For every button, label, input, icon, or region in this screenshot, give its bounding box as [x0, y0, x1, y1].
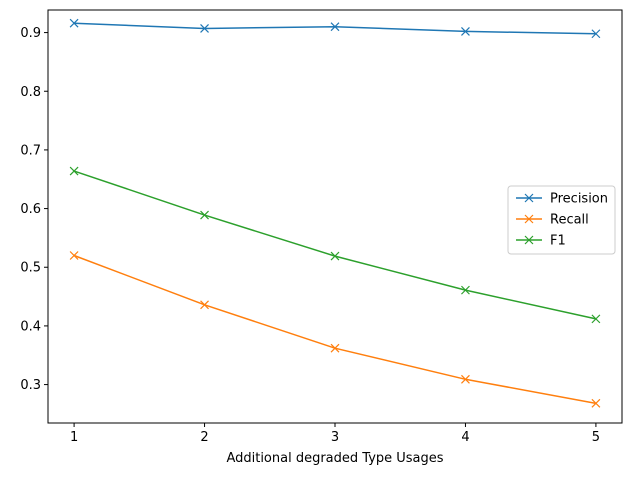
data-point-recall [591, 398, 601, 408]
legend-marker [524, 214, 534, 224]
x-axis: 1 2 3 4 5 [70, 423, 600, 445]
data-point-recall [69, 251, 79, 260]
series-line-recall [73, 254, 597, 405]
x-tick-label: 2 [200, 430, 208, 445]
legend: Precision Recall F1 [507, 185, 616, 255]
y-tick-label: 0.5 [20, 261, 41, 276]
data-point-f1 [591, 314, 601, 324]
x-axis-label: Additional degraded Type Usages [226, 451, 443, 466]
data-point-f1 [200, 210, 209, 220]
series-precision [69, 18, 601, 39]
x-tick-label: 5 [592, 430, 600, 445]
series-recall [69, 251, 601, 408]
y-tick-label: 0.7 [20, 143, 41, 158]
series-layer [69, 18, 601, 408]
y-tick-label: 0.9 [20, 26, 41, 41]
y-tick-label: 0.4 [20, 319, 41, 334]
data-point-f1 [461, 285, 470, 295]
legend-label: Precision [550, 192, 608, 207]
data-point-recall [200, 300, 209, 310]
data-point-precision [330, 22, 340, 32]
y-axis: 0.3 0.4 0.5 0.6 0.7 0.8 0.9 [20, 26, 48, 393]
y-tick-label: 0.3 [20, 378, 41, 393]
legend-item-f1: F1 [516, 234, 566, 249]
legend-label: Recall [550, 213, 589, 228]
legend-item-recall: Recall [516, 213, 589, 228]
legend-marker [524, 193, 534, 203]
y-tick-label: 0.8 [20, 85, 41, 100]
series-line-precision [74, 22, 596, 35]
data-point-precision [591, 29, 601, 39]
data-point-recall [330, 343, 340, 353]
legend-marker [524, 235, 534, 245]
x-tick-label: 4 [461, 430, 469, 445]
x-tick-label: 3 [331, 430, 339, 445]
data-point-precision [461, 26, 470, 36]
legend-item-precision: Precision [516, 192, 608, 207]
data-point-precision [200, 24, 209, 33]
data-point-precision [69, 18, 79, 28]
x-tick-label: 1 [70, 430, 78, 445]
data-point-recall [461, 374, 470, 384]
data-point-f1 [69, 166, 79, 176]
data-point-f1 [330, 251, 340, 261]
y-tick-label: 0.6 [20, 202, 41, 217]
series-f1 [69, 166, 601, 324]
legend-box [507, 185, 616, 255]
legend-label: F1 [550, 234, 566, 249]
